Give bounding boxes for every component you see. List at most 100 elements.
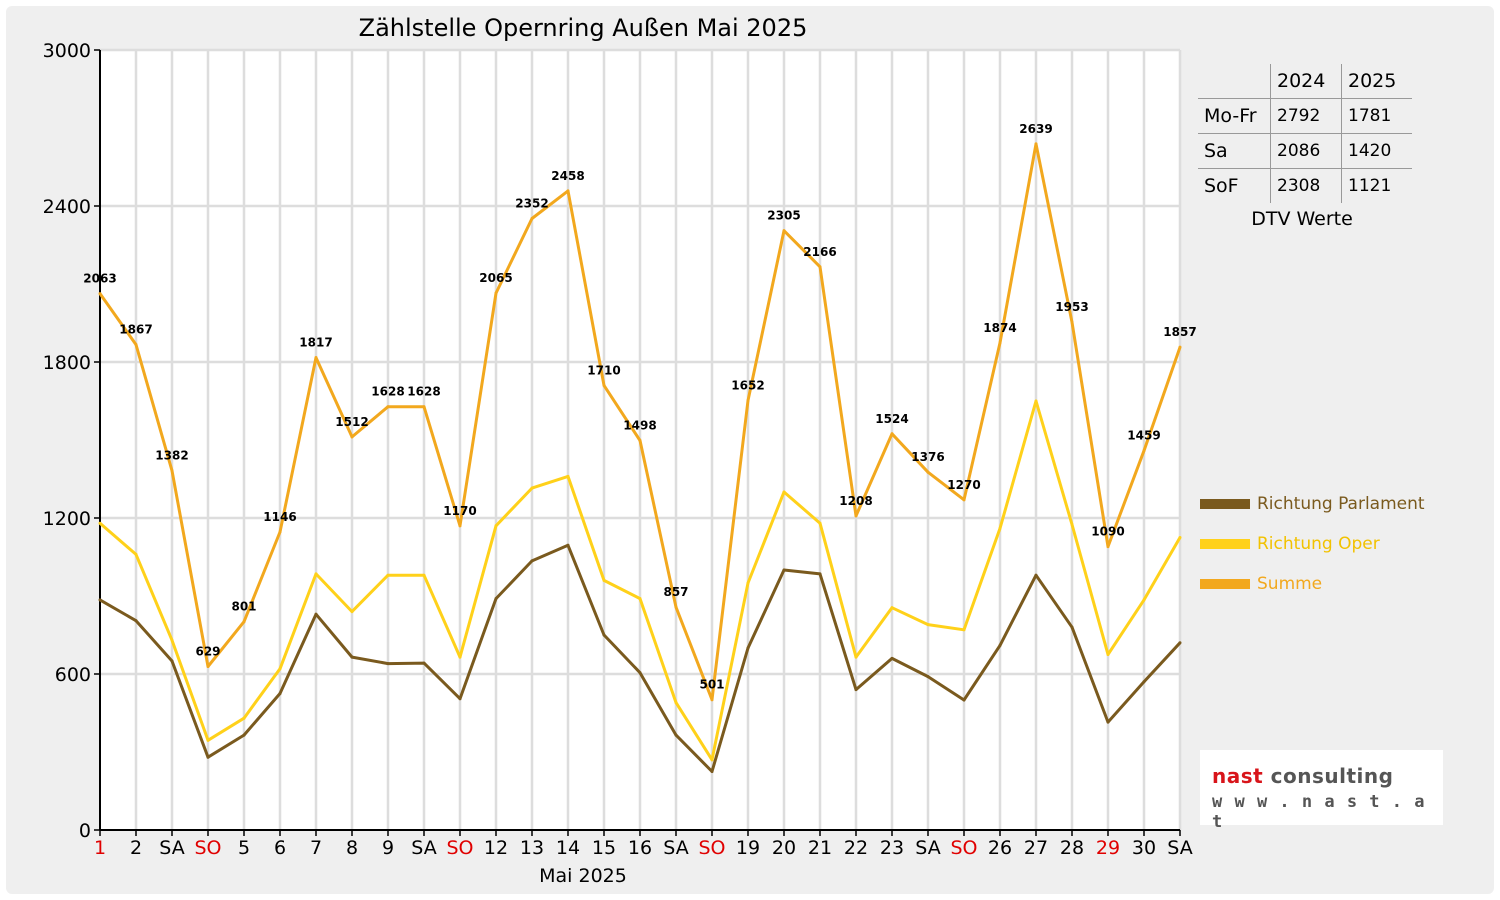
x-tick-label: 1 — [94, 837, 106, 859]
data-point — [962, 498, 966, 502]
data-label: 1270 — [947, 478, 980, 492]
data-point — [674, 605, 678, 609]
data-point — [710, 698, 714, 702]
data-label: 801 — [231, 600, 256, 614]
data-label: 1628 — [371, 385, 404, 399]
chart-series — [98, 142, 1182, 773]
data-label: 1953 — [1055, 300, 1088, 314]
logo-wordmark: nast consulting — [1212, 764, 1394, 788]
data-point — [926, 470, 930, 474]
data-label: 1170 — [443, 504, 476, 518]
dtv-row-label: SoF — [1204, 175, 1239, 197]
chart-grid — [100, 48, 1182, 830]
data-point — [566, 189, 570, 193]
data-label: 2305 — [767, 209, 800, 223]
legend-label: Summe — [1257, 574, 1323, 594]
data-point — [1142, 449, 1146, 453]
data-point — [890, 656, 894, 660]
data-point — [1070, 320, 1074, 324]
data-point — [638, 597, 642, 601]
x-tick-label: 29 — [1096, 837, 1120, 859]
x-tick-label: 21 — [808, 837, 832, 859]
x-tick-label: SA — [159, 837, 184, 859]
data-point — [854, 655, 858, 659]
data-point — [1034, 573, 1038, 577]
data-point — [206, 664, 210, 668]
legend-swatch — [1200, 499, 1250, 509]
data-point — [854, 688, 858, 692]
x-tick-label: SO — [194, 837, 221, 859]
data-point — [566, 543, 570, 547]
data-point — [890, 606, 894, 610]
data-point — [350, 610, 354, 614]
dtv-cell: 2308 — [1270, 168, 1342, 203]
data-label: 1382 — [155, 449, 188, 463]
data-point — [242, 733, 246, 737]
dtv-row-label: Sa — [1198, 133, 1271, 169]
company-logo: nast consulting w w w . n a s t . a t — [1200, 750, 1443, 832]
data-point — [530, 559, 534, 563]
data-point — [1106, 653, 1110, 656]
data-label: 1459 — [1127, 429, 1160, 443]
x-tick-label: 7 — [310, 837, 322, 859]
data-label: 2166 — [803, 245, 836, 259]
legend-swatch — [1200, 579, 1250, 589]
y-tick-label: 1200 — [43, 508, 91, 530]
chart-data-labels: 2063 1867 1382 629 801 1146 1817 1512 1628 1628 11… — [83, 122, 1196, 692]
logo-url: w w w . n a s t . a t — [1212, 792, 1426, 832]
data-point — [782, 229, 786, 233]
data-point — [638, 439, 642, 443]
data-label: 629 — [195, 644, 220, 658]
data-point — [566, 474, 570, 478]
x-tick-label: SO — [950, 837, 977, 859]
dtv-caption: DTV Werte — [1251, 208, 1353, 230]
data-point — [710, 758, 714, 762]
data-point — [1142, 598, 1146, 602]
data-point — [134, 552, 138, 556]
data-point — [494, 597, 498, 601]
data-label: 2639 — [1019, 122, 1052, 136]
data-point — [1106, 545, 1110, 549]
data-point — [746, 398, 750, 402]
dtv-cell: 1121 — [1341, 168, 1412, 203]
data-point — [782, 568, 786, 572]
data-point — [242, 620, 246, 624]
data-point — [1178, 641, 1182, 645]
data-point — [98, 521, 102, 525]
x-tick-label: SA — [411, 837, 436, 859]
x-axis-title: Mai 2025 — [539, 865, 627, 887]
data-label: 1376 — [911, 450, 944, 464]
data-point — [278, 692, 282, 695]
x-tick-label: SA — [663, 837, 688, 859]
x-tick-label: 9 — [382, 837, 394, 859]
dtv-cell: 2792 — [1270, 98, 1342, 134]
data-point — [422, 661, 426, 665]
data-point — [998, 526, 1002, 530]
data-point — [926, 623, 930, 627]
x-tick-label: 19 — [736, 837, 760, 859]
data-point — [314, 612, 318, 616]
y-tick-label: 1800 — [43, 352, 91, 374]
x-tick-label: 13 — [520, 837, 544, 859]
data-label: 2063 — [83, 272, 116, 286]
x-tick-label: 26 — [988, 837, 1012, 859]
data-label: 501 — [699, 678, 724, 692]
data-label: 1090 — [1091, 525, 1124, 539]
x-tick-label: 14 — [556, 837, 580, 859]
data-point — [602, 578, 606, 582]
chart-title: Zählstelle Opernring Außen Mai 2025 — [359, 14, 808, 42]
data-point — [206, 738, 210, 742]
y-tick-label: 3000 — [43, 40, 91, 62]
data-point — [1178, 536, 1182, 539]
data-point — [674, 701, 678, 705]
data-point — [458, 697, 462, 701]
data-label: 1817 — [299, 336, 332, 350]
dtv-header-2025: 2025 — [1341, 64, 1412, 99]
data-label: 1857 — [1163, 325, 1196, 339]
data-point — [1034, 142, 1038, 146]
legend-swatch — [1200, 539, 1250, 549]
data-point — [350, 435, 354, 439]
dtv-row-label: Mo-Fr — [1198, 98, 1271, 134]
legend-label: Richtung Parlament — [1257, 494, 1425, 514]
dtv-cell: 1781 — [1341, 98, 1412, 134]
